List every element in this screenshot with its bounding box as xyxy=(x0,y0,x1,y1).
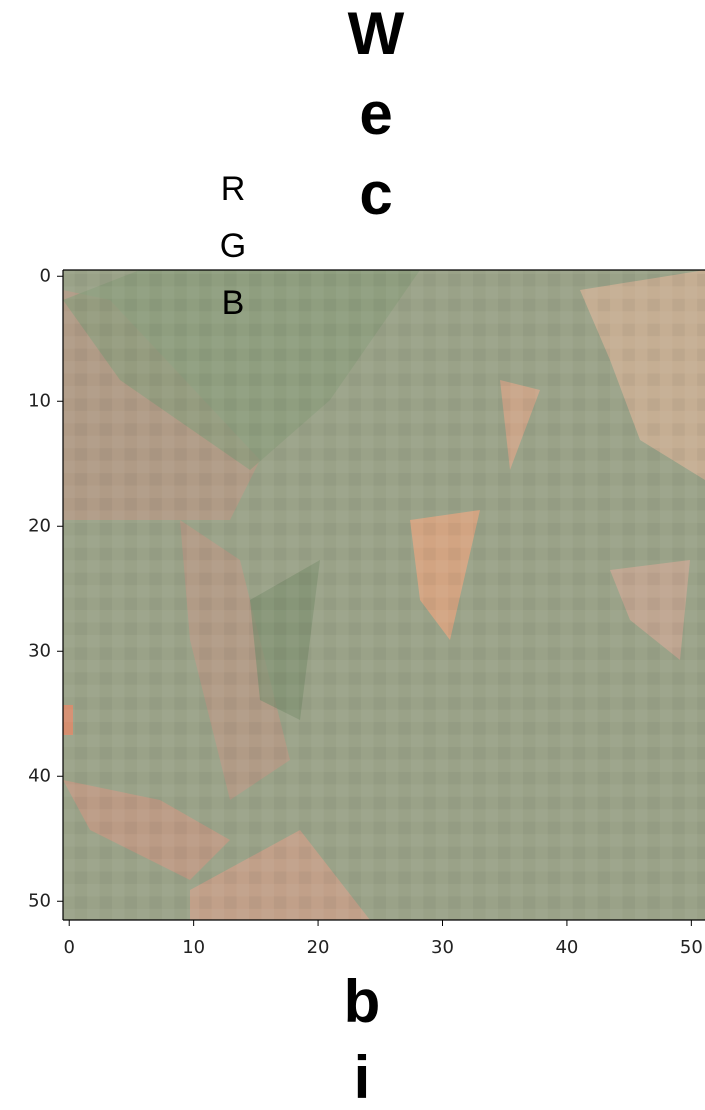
x-tick-label: 50 xyxy=(680,937,703,958)
legend-line: G xyxy=(220,227,246,265)
y-tick-label: 0 xyxy=(40,265,51,286)
image xyxy=(63,270,705,920)
title-line: W xyxy=(348,0,405,67)
x-tick-label: 40 xyxy=(555,937,578,958)
y-tick-label: 20 xyxy=(28,515,51,536)
x-tick-label: 0 xyxy=(63,937,74,958)
legend-line: B xyxy=(222,284,245,322)
x-tick-label: 30 xyxy=(431,937,454,958)
axes xyxy=(62,269,705,921)
x-tick-label: 20 xyxy=(307,937,330,958)
legend-line: R xyxy=(221,170,246,208)
title-line: e xyxy=(359,80,392,147)
x-tick-label: 10 xyxy=(182,937,205,958)
y-tick-label: 30 xyxy=(28,640,51,661)
y-tick-label: 40 xyxy=(28,765,51,786)
title-line: c xyxy=(359,160,392,227)
x-label-line: i xyxy=(354,1044,371,1106)
y-tick-label: 50 xyxy=(28,890,51,911)
y-tick-label: 10 xyxy=(28,390,51,411)
x-label-line: b xyxy=(344,968,381,1035)
